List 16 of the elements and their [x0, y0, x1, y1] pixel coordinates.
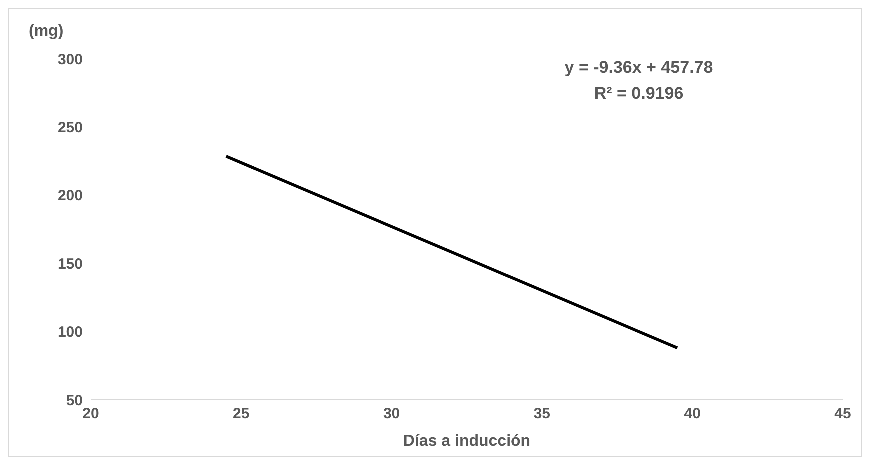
- y-tick-label: 150: [58, 256, 83, 273]
- x-tick-label: 40: [684, 406, 701, 423]
- x-tick-label: 30: [383, 406, 400, 423]
- y-tick-label: 50: [66, 392, 83, 410]
- x-tick-label: 20: [82, 406, 100, 423]
- y-tick-label: 300: [58, 51, 83, 68]
- x-axis-title: Días a inducción: [403, 433, 531, 450]
- y-tick-label: 200: [58, 188, 83, 205]
- x-tick-label: 35: [534, 406, 551, 423]
- y-tick-label: 250: [58, 120, 83, 137]
- x-tick-label: 25: [233, 406, 250, 423]
- annotation: R² = 0.9196: [593, 83, 685, 105]
- x-tick-label: 45: [834, 406, 852, 423]
- y-axis-title: (mg): [29, 23, 64, 41]
- y-tick-label: 100: [58, 324, 83, 342]
- annotation: y = -9.36x + 457.78: [564, 57, 714, 79]
